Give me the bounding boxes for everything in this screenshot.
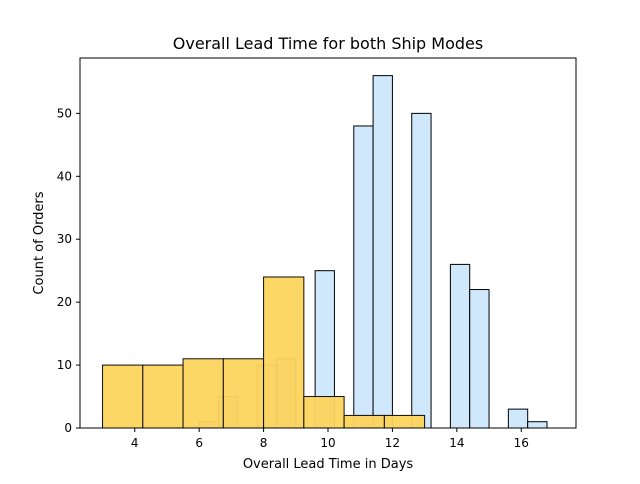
x-tick-label: 8 xyxy=(260,436,268,450)
series-1-bars xyxy=(102,276,426,429)
y-tick-label: 30 xyxy=(57,232,72,246)
y-axis-ticks: 0 10 20 30 40 50 xyxy=(57,106,80,435)
histogram-bar xyxy=(372,75,393,429)
histogram-bar xyxy=(527,421,548,429)
histogram-bar xyxy=(507,408,529,429)
x-axis-label: Overall Lead Time in Days xyxy=(243,457,414,472)
y-axis-label: Count of Orders xyxy=(32,191,47,294)
histogram-bar xyxy=(411,112,432,429)
x-tick-label: 12 xyxy=(385,436,400,450)
histogram-bar xyxy=(303,396,345,429)
y-tick-label: 40 xyxy=(57,169,72,183)
x-tick-label: 16 xyxy=(514,436,529,450)
histogram-bar xyxy=(469,289,490,429)
x-tick-label: 10 xyxy=(320,436,335,450)
x-axis-ticks: 4 6 8 10 12 14 16 xyxy=(131,428,529,450)
histogram-bar xyxy=(383,414,426,429)
histogram-bar xyxy=(142,364,184,429)
histogram-bar xyxy=(102,364,144,429)
histogram-bar xyxy=(263,276,305,429)
y-tick-label: 0 xyxy=(64,421,72,435)
x-tick-label: 14 xyxy=(449,436,464,450)
y-tick-label: 10 xyxy=(57,358,72,372)
histogram-bar xyxy=(222,358,265,429)
histogram-bar xyxy=(343,414,385,429)
y-tick-label: 50 xyxy=(57,106,72,120)
chart-title: Overall Lead Time for both Ship Modes xyxy=(173,34,483,53)
x-tick-label: 6 xyxy=(195,436,203,450)
x-tick-label: 4 xyxy=(131,436,139,450)
histogram-bar xyxy=(449,263,471,429)
histogram-bar xyxy=(182,358,224,429)
histogram-bar xyxy=(353,125,374,429)
y-tick-label: 20 xyxy=(57,295,72,309)
bars-group xyxy=(102,75,548,429)
